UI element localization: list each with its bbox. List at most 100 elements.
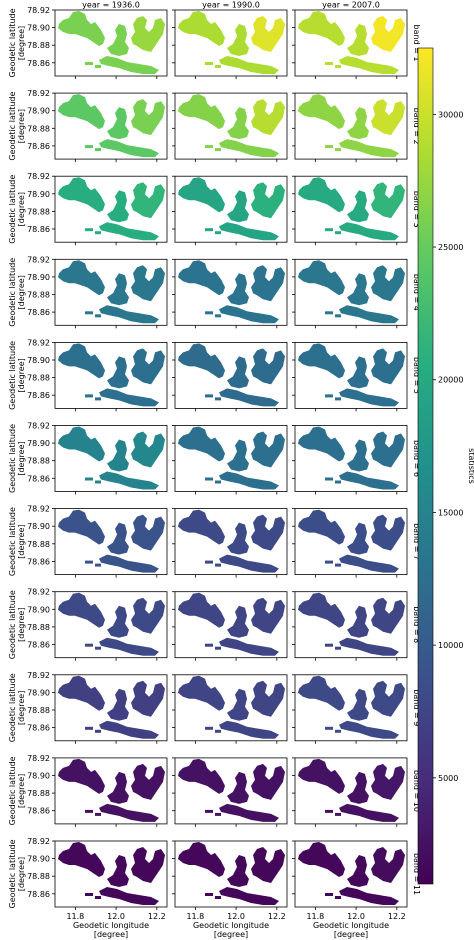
y-axis-label: Geodetic latitude[degree] — [8, 673, 26, 742]
glacier-east — [131, 348, 165, 385]
glacier-fragment — [355, 881, 358, 884]
panel-frame — [294, 425, 408, 492]
y-axis-label: Geodetic latitude[degree] — [8, 507, 26, 576]
row-titles: band = 1 band = 2 band = 3 band = 4 band = 5… — [412, 24, 421, 895]
glacier-fragment — [325, 726, 333, 730]
glacier-east — [131, 265, 165, 302]
glacier-main — [178, 509, 225, 545]
y-axis-label: Geodetic latitude[degree] — [8, 839, 26, 908]
x-tick-label: 12.0 — [227, 912, 245, 921]
glacier-fragment — [325, 893, 333, 896]
y-tick-label: 78.88 — [27, 124, 50, 133]
row-title: band = 1 — [412, 24, 421, 61]
glacier-south — [99, 139, 159, 158]
glacier-fragment — [335, 812, 341, 816]
x-tick-label: 11.8 — [66, 912, 84, 921]
glacier-fragment — [355, 548, 358, 552]
glacier-main — [58, 675, 105, 711]
glacier-fragment — [231, 474, 236, 477]
row-title: band = 6 — [412, 440, 421, 477]
x-tick-label: 11.8 — [186, 912, 204, 921]
glacier-fragment — [355, 797, 358, 801]
glacier-fragment — [215, 812, 221, 816]
glacier-fragment — [111, 640, 116, 643]
glacier-fragment — [351, 142, 356, 145]
row-title: band = 5 — [412, 357, 421, 394]
row-title: band = 8 — [412, 606, 421, 643]
colorbar-tick-label: 25000 — [438, 243, 463, 252]
glacier-main — [298, 343, 345, 379]
glacier-fragment — [115, 299, 118, 303]
glacier-east — [371, 99, 405, 136]
glacier-south — [99, 720, 159, 739]
facet-panel — [172, 92, 288, 163]
panel-frame — [174, 175, 288, 243]
y-tick-label: 78.92 — [27, 671, 50, 680]
glacier-fragment — [231, 59, 236, 61]
y-axis-label: Geodetic latitude[degree] — [8, 8, 26, 77]
y-tick-label: 78.86 — [27, 142, 50, 151]
glacier-fragment — [85, 560, 93, 564]
glacier-fragment — [351, 806, 356, 809]
row-title: band = 10 — [412, 770, 421, 812]
glacier-fragment — [85, 62, 93, 65]
x-axis-label: Geodetic longitude — [73, 921, 149, 930]
facet-panel — [292, 425, 408, 495]
glacier-mid — [227, 522, 249, 555]
glacier-east — [371, 514, 405, 551]
glacier-main — [58, 94, 105, 130]
y-tick-label: 78.90 — [27, 772, 50, 781]
glacier-fragment — [85, 643, 93, 647]
glacier-east — [131, 182, 165, 219]
facet-panel — [172, 258, 288, 329]
glacier-south — [339, 56, 399, 74]
facet-panel — [172, 757, 288, 827]
glacier-east — [251, 16, 285, 52]
glacier-east — [251, 182, 285, 219]
y-tick-label: 78.86 — [27, 474, 50, 483]
glacier-fragment — [231, 557, 236, 560]
glacier-fragment — [351, 308, 356, 311]
y-tick-label: 78.88 — [27, 207, 50, 216]
glacier-mid — [107, 273, 129, 306]
glacier-east — [131, 16, 165, 52]
glacier-east — [371, 265, 405, 302]
glacier-fragment — [231, 723, 236, 726]
y-tick-label: 78.88 — [27, 872, 50, 881]
glacier-fragment — [95, 896, 101, 899]
panel-frame — [174, 757, 288, 825]
y-tick-label: 78.90 — [27, 605, 50, 614]
glacier-east — [251, 597, 285, 634]
glacier-fragment — [205, 477, 213, 481]
glacier-south — [99, 887, 159, 905]
glacier-mid — [227, 273, 249, 306]
colorbar-label: statistics — [467, 448, 474, 484]
glacier-mid — [107, 24, 129, 56]
column-title: year = 2007.0 — [322, 1, 380, 10]
glacier-east — [251, 763, 285, 800]
glacier-south — [219, 305, 279, 324]
glacier-fragment — [205, 394, 213, 398]
glacier-fragment — [335, 563, 341, 567]
glacier-mid — [107, 107, 129, 140]
facet-panel — [292, 508, 408, 578]
glacier-main — [58, 260, 105, 296]
panel-frame — [174, 840, 288, 908]
y-tick-label: 78.90 — [27, 855, 50, 864]
glacier-fragment — [215, 148, 221, 152]
glacier-fragment — [95, 397, 101, 401]
panel-frame — [174, 258, 288, 326]
glacier-south — [219, 803, 279, 822]
glacier-south — [339, 471, 399, 490]
glacier-south — [219, 720, 279, 739]
facet-panel — [292, 591, 408, 661]
panel-frame — [54, 341, 168, 409]
y-tick-label: 78.92 — [27, 754, 50, 763]
glacier-east — [131, 99, 165, 136]
glacier-mid — [107, 356, 129, 389]
glacier-mid — [227, 688, 249, 721]
row-title: band = 9 — [412, 689, 421, 726]
glacier-fragment — [115, 465, 118, 469]
facet-panel — [172, 175, 288, 246]
glacier-east — [251, 348, 285, 385]
